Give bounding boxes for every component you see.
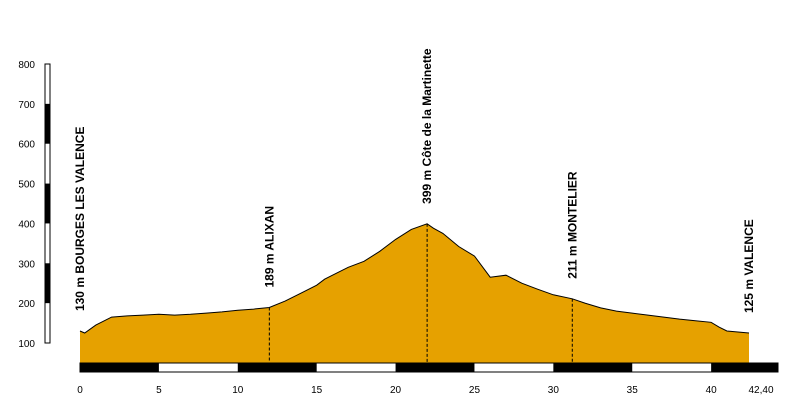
x-tick-label: 25 [469,385,481,396]
profile-fill [80,223,749,363]
profile-outline [79,223,750,334]
distance-axis: 0 5 10 15 20 25 30 35 40 42,40 [77,362,779,396]
altitude-scale-segment [45,183,50,224]
marker-label: 211 m MONTELIER [565,171,579,279]
y-tick-label: 400 [18,219,35,230]
marker-label: 125 m VALENCE [742,219,756,313]
y-tick-label: 500 [18,180,35,191]
distance-scale-segment [80,363,159,372]
y-tick-label: 700 [18,100,35,111]
x-tick-label: 5 [156,385,162,396]
x-tick-label: 10 [232,385,244,396]
marker-label: 189 m ALIXAN [262,206,276,288]
y-tick-label: 600 [18,140,35,151]
y-axis: 100 200 300 400 500 600 700 800 [18,60,51,350]
altitude-scale-segment [45,263,50,304]
y-tick-label: 300 [18,259,35,270]
distance-scale-segment [553,363,633,372]
x-tick-label: 42,40 [748,385,773,396]
marker-label: 130 m BOURGES LES VALENCE [73,127,87,312]
distance-scale-segment [395,363,475,372]
place-markers: 130 m BOURGES LES VALENCE 189 m ALIXAN 399… [73,48,756,363]
elevation-profile [79,223,750,363]
y-tick-label: 800 [18,60,35,71]
distance-scale-segment [711,363,749,372]
y-tick-label: 200 [18,299,35,310]
distance-scale-segment [237,363,317,372]
distance-scale-segment [749,363,778,372]
y-tick-label: 100 [18,339,35,350]
x-tick-label: 30 [548,385,560,396]
x-tick-label: 0 [77,385,83,396]
x-tick-label: 20 [390,385,402,396]
marker-label: 399 m Côte de la Martinette [420,48,434,204]
x-tick-label: 40 [706,385,718,396]
x-tick-label: 35 [627,385,639,396]
altitude-scale-segment [45,103,50,144]
x-tick-label: 15 [311,385,323,396]
